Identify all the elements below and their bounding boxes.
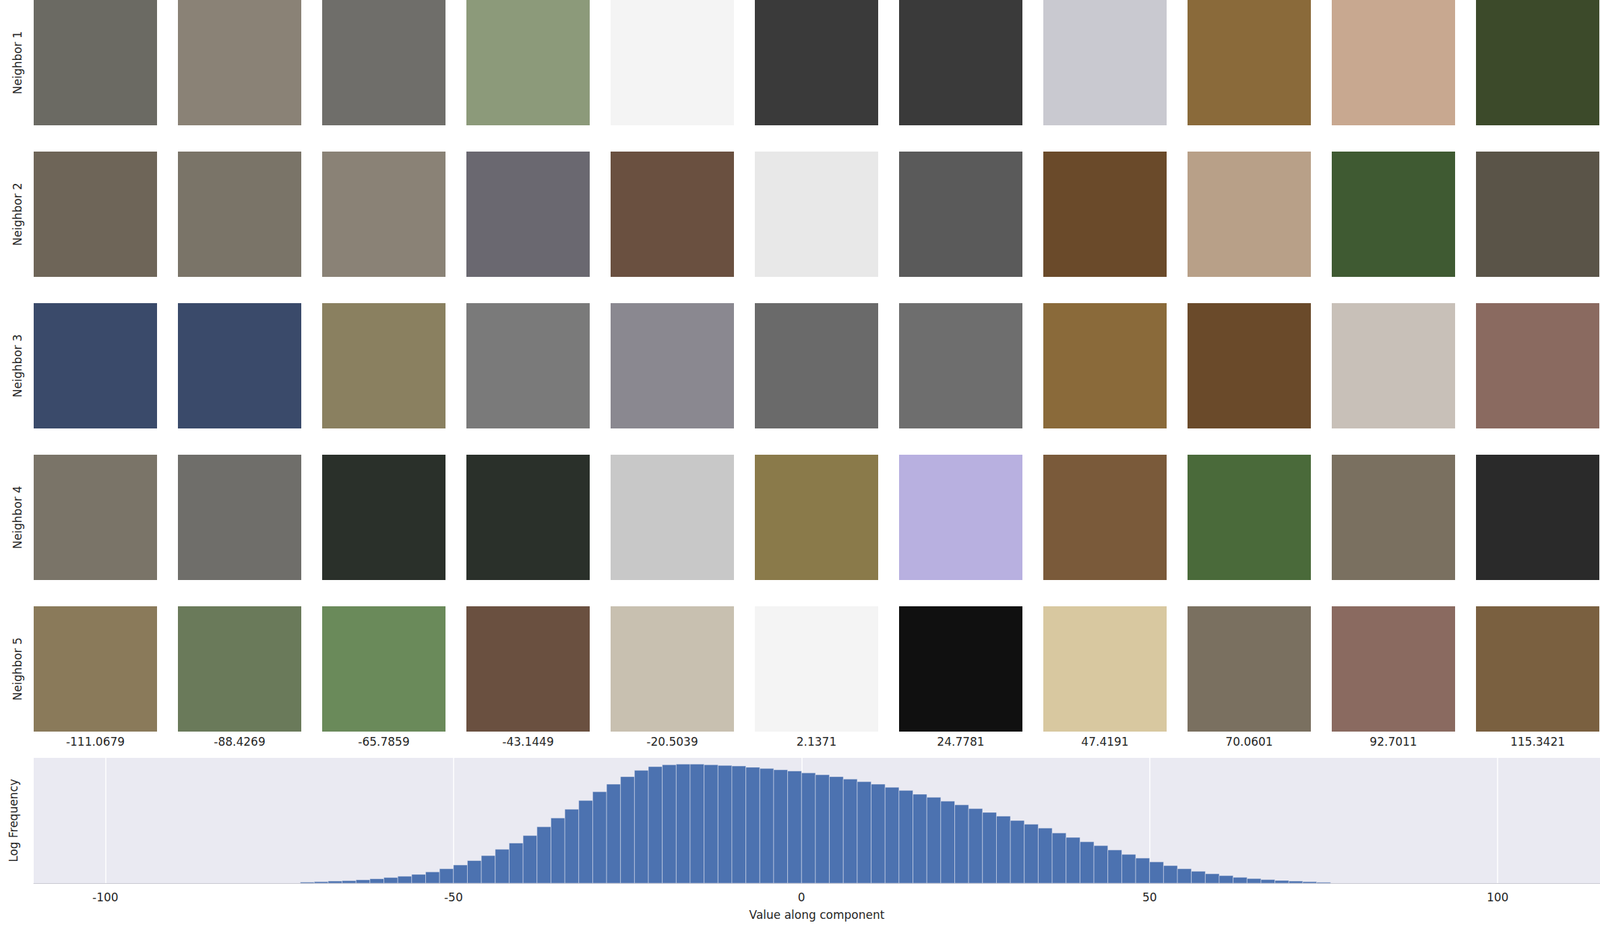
- html-text:2.1371: 2.1371: [796, 735, 837, 749]
- html-text:-111.0679: -111.0679: [65, 735, 125, 749]
- html-text:Neighbor 3: Neighbor 3: [10, 334, 25, 398]
- svg-text:0: 0: [797, 890, 806, 905]
- svg-text:50: 50: [1142, 890, 1158, 905]
- html-text:70.0601: 70.0601: [1225, 735, 1273, 749]
- html-text:Neighbor 5: Neighbor 5: [10, 637, 25, 701]
- html-text:92.7011: 92.7011: [1369, 735, 1418, 749]
- html-text:115.3421: 115.3421: [1510, 735, 1566, 749]
- html-text:Neighbor 1: Neighbor 1: [10, 31, 25, 95]
- html-text:-65.7859: -65.7859: [358, 735, 410, 749]
- html-text:-20.5039: -20.5039: [646, 735, 699, 749]
- svg-text:Value along component: Value along component: [749, 908, 885, 922]
- html-text:47.4191: 47.4191: [1081, 735, 1129, 749]
- html-text:-43.1449: -43.1449: [502, 735, 554, 749]
- svg-text:-50: -50: [444, 890, 464, 905]
- html-text:-88.4269: -88.4269: [213, 735, 266, 749]
- svg-text:100: 100: [1486, 890, 1509, 905]
- svg-text:-100: -100: [92, 890, 119, 905]
- svg-text:Log Frequency: Log Frequency: [6, 779, 21, 863]
- html-text:Neighbor 2: Neighbor 2: [10, 182, 25, 246]
- html-text:24.7781: 24.7781: [937, 735, 985, 749]
- html-text:Neighbor 4: Neighbor 4: [10, 485, 25, 550]
